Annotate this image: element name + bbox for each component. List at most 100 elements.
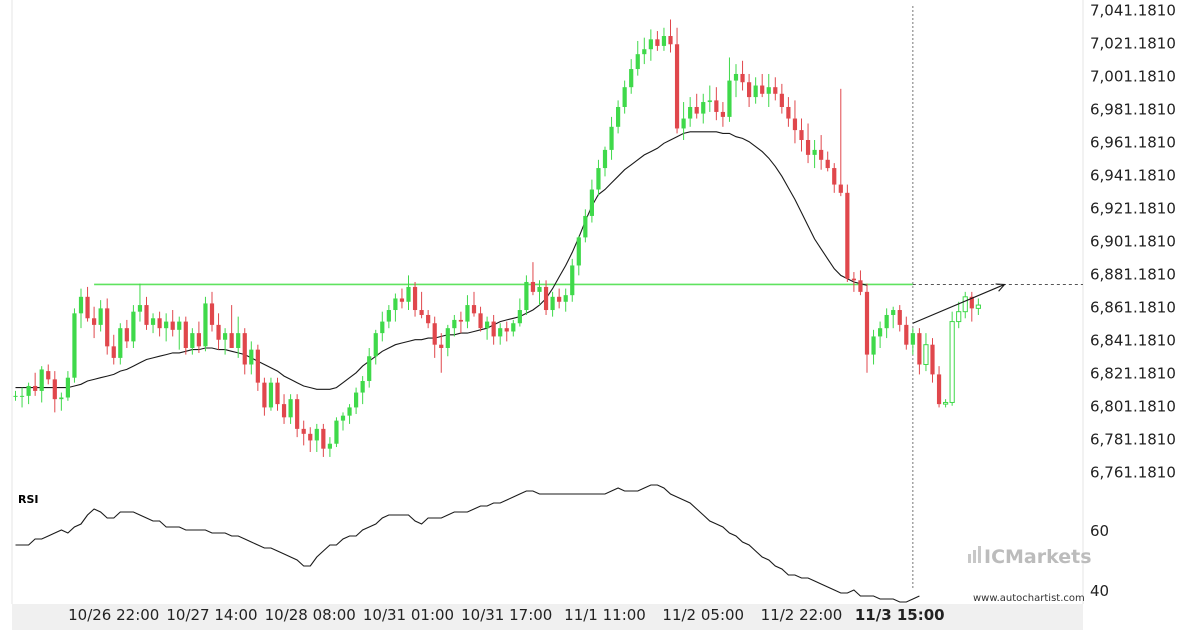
candle-body	[288, 399, 293, 418]
candle-body	[688, 106, 693, 119]
candle-body	[805, 140, 811, 155]
candle-body	[190, 333, 195, 348]
candle-body	[910, 333, 915, 345]
candle-body	[380, 321, 385, 334]
candle-body	[170, 321, 175, 330]
candle-body	[609, 126, 614, 150]
candle-body	[622, 87, 627, 107]
candle	[452, 314, 457, 337]
candle-body	[792, 118, 798, 131]
candle-body	[491, 321, 496, 337]
candle-body	[943, 401, 949, 405]
candle	[281, 394, 287, 424]
candle-body	[596, 168, 601, 190]
candle-body	[406, 286, 411, 302]
candle	[792, 100, 798, 144]
brand-logo: ICMarkets	[968, 546, 1092, 568]
candle-body	[858, 280, 863, 292]
candle	[295, 394, 300, 438]
candle-body	[209, 303, 215, 325]
candle	[681, 102, 686, 141]
candle	[458, 311, 463, 334]
candle-body	[720, 111, 725, 117]
candle	[321, 423, 326, 457]
candle-body	[334, 420, 339, 444]
candle	[406, 275, 411, 311]
candle-body	[445, 328, 450, 348]
candle	[177, 316, 182, 350]
candle	[105, 298, 110, 355]
candle	[969, 291, 974, 322]
candle-body	[242, 333, 247, 365]
candle	[733, 64, 739, 98]
candle-body	[930, 344, 935, 375]
candle	[635, 40, 640, 76]
candle-body	[917, 333, 922, 365]
candle-body	[471, 305, 477, 314]
candle-body	[498, 328, 503, 337]
time-tick-label: 10/31 01:00	[363, 606, 454, 624]
candle-body	[13, 395, 18, 397]
candle	[78, 288, 84, 329]
time-axis: 10/26 22:00 10/27 14:00 10/28 08:00 10/31 0…	[68, 606, 945, 624]
candle-body	[694, 106, 699, 114]
candle-body	[255, 349, 260, 383]
candle	[727, 57, 732, 122]
candle	[707, 85, 712, 112]
candle	[524, 275, 529, 315]
time-tick-label: 10/27 14:00	[166, 606, 257, 624]
candle	[694, 93, 699, 119]
candle	[622, 80, 627, 114]
candle	[393, 293, 398, 322]
candle	[498, 323, 503, 345]
candle-body	[668, 36, 673, 45]
time-tick-label: 11/3 15:00	[855, 606, 945, 624]
candle-body	[196, 333, 201, 347]
candle-body	[236, 333, 241, 348]
price-tick-label: 7,001.1810	[1090, 67, 1176, 85]
candle-body	[281, 404, 287, 418]
candle-body	[871, 336, 876, 355]
candle-body	[949, 321, 955, 403]
candle-body	[432, 323, 437, 345]
price-tick-label: 6,901.1810	[1090, 232, 1176, 250]
price-tick-label: 7,021.1810	[1090, 34, 1176, 52]
candle	[629, 59, 634, 94]
candle	[59, 392, 64, 411]
candle	[118, 323, 123, 365]
candle-body	[262, 382, 267, 408]
candle-body	[550, 296, 555, 311]
candle-body	[648, 39, 653, 50]
candle	[242, 328, 247, 375]
candle	[648, 29, 653, 61]
time-tick-label: 11/2 22:00	[761, 606, 843, 624]
candle	[360, 376, 365, 405]
price-axis: 7,041.1810 7,021.1810 7,001.1810 6,981.1810…	[1090, 1, 1176, 481]
candle	[845, 184, 850, 282]
candle-body	[216, 324, 221, 340]
price-tick-label: 6,841.1810	[1090, 331, 1176, 349]
candle	[137, 283, 143, 322]
candle-body	[851, 278, 856, 281]
candle	[838, 88, 843, 197]
candle	[262, 377, 267, 416]
candle-body	[674, 44, 680, 129]
candle-body	[511, 323, 516, 332]
candle-body	[386, 310, 391, 322]
candle-body	[485, 321, 490, 329]
candle-body	[426, 314, 431, 324]
candle-body	[635, 54, 640, 70]
candle-body	[157, 318, 162, 329]
candle	[936, 366, 942, 408]
candle-body	[105, 308, 110, 347]
candle-body	[301, 428, 306, 434]
candle	[46, 364, 51, 385]
candle	[825, 151, 830, 172]
candle	[367, 347, 372, 388]
candle	[688, 97, 693, 127]
candle	[485, 316, 490, 340]
candle	[851, 272, 856, 292]
candle	[766, 73, 771, 107]
candle	[439, 333, 444, 373]
candle	[144, 296, 149, 330]
